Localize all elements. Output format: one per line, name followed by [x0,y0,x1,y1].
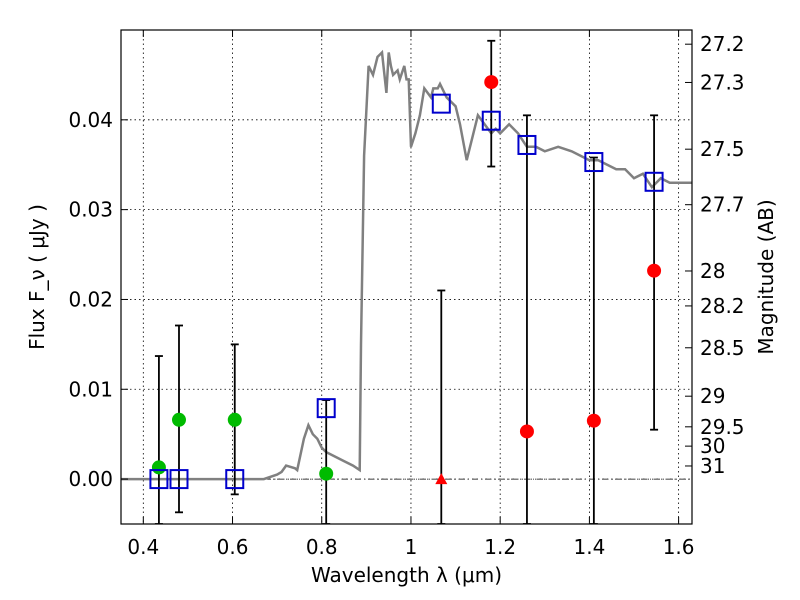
plot-frame [120,29,693,525]
data-point [227,412,242,427]
y-axis-title: Flux F_ν ( μJy ) [25,204,49,350]
magnitude-tick-label: 29.5 [700,415,745,439]
magnitude-tick-label: 27.5 [700,137,745,161]
error-bars [154,39,659,524]
model-photometry-square [431,93,451,114]
x-axis-ticks: 0.4 0.6 0.8 1 1.2 1.4 1.6 [127,30,695,559]
data-point [647,263,662,278]
magnitude-tick-label: 28.5 [700,336,745,360]
model-photometry-square [584,152,604,173]
model-photometry-square [225,469,245,490]
x-tick-label: 1.6 [663,535,695,559]
x-tick-label: 1.4 [573,535,605,559]
x-tick-label: 0.8 [306,535,338,559]
data-point [586,413,601,428]
magnitude-tick-label: 31 [700,454,725,478]
data-point [171,412,186,427]
magnitude-tick-label: 28 [700,259,725,283]
data-point [151,460,166,475]
y-tick-label: 0.00 [68,467,113,491]
magnitude-tick-label: 28.2 [700,294,745,318]
magnitude-tick-label: 27.3 [700,70,745,94]
data-point [519,424,534,439]
model-sed-line [121,49,692,481]
magnitude-tick-label: 27.2 [700,32,745,56]
magnitude-tick-label: 27.7 [700,193,745,217]
model-photometry-square [169,469,189,490]
data-point [319,466,334,481]
data-point [484,75,499,90]
x-tick-label: 1 [405,535,418,559]
model-photometry-square [316,398,336,419]
data-markers [149,75,664,490]
magnitude-tick-label: 30 [700,434,725,458]
y-axis-ticks: 0.00 0.01 0.02 0.03 0.04 [68,108,128,491]
y-tick-label: 0.01 [68,377,113,401]
model-photometry-square [149,469,169,490]
x-tick-label: 0.4 [127,535,159,559]
y-tick-label: 0.02 [68,287,113,311]
y-tick-label: 0.04 [68,108,113,132]
grid [121,30,692,524]
x-axis-title: Wavelength λ (μm) [311,563,502,587]
magnitude-axis-title: Magnitude (AB) [754,199,778,354]
model-photometry-square [517,134,537,155]
upper-limit-marker [435,473,448,485]
y-tick-label: 0.03 [68,198,113,222]
model-photometry-square [644,171,664,192]
x-tick-label: 1.2 [484,535,516,559]
magnitude-tick-label: 29 [700,384,725,408]
model-photometry-square [481,110,501,131]
x-tick-label: 0.6 [217,535,249,559]
plot-area [121,39,692,524]
